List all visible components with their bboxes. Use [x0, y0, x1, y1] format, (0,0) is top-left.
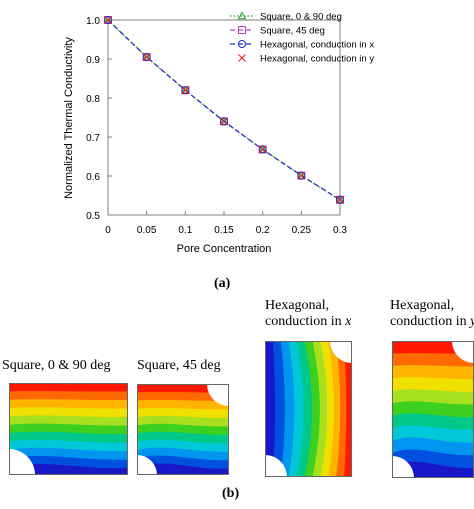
y-tick-label: 0.9 — [86, 55, 100, 66]
cell-title-line1: Hexagonal, — [390, 298, 455, 313]
series-3 — [104, 16, 344, 204]
data-point — [258, 145, 267, 154]
cell-border — [137, 384, 229, 475]
legend-marker — [238, 40, 246, 48]
x-tick-label: 0.25 — [292, 225, 312, 236]
data-point — [297, 171, 306, 180]
legend-label: Hexagonal, conduction in x — [260, 40, 374, 51]
cell-title-square-0-90: Square, 0 & 90 deg — [2, 358, 110, 374]
y-axis-label: Normalized Thermal Conductivity — [63, 37, 75, 199]
cell-title-square-45: Square, 45 deg — [137, 358, 221, 374]
data-point — [220, 117, 228, 126]
panel-label-b: (b) — [222, 486, 240, 501]
data-point — [336, 195, 344, 204]
cell-title-line2-text: conduction in — [265, 314, 346, 329]
cell-title-line1: Hexagonal, — [265, 298, 330, 313]
contour-band — [344, 341, 352, 477]
y-tick-label: 0.6 — [86, 172, 100, 183]
cell-title-line2-text: conduction in — [390, 314, 471, 329]
pore — [265, 455, 287, 477]
x-tick-label: 0.2 — [256, 225, 270, 236]
cell-border — [265, 341, 352, 477]
x-tick-label: 0.3 — [333, 225, 347, 236]
pore — [392, 456, 414, 478]
legend-marker — [238, 54, 246, 62]
contour-cell-square-0-90 — [9, 383, 128, 475]
cell-title-hex-y: Hexagonal, conduction in y — [390, 298, 474, 330]
legend-marker — [237, 11, 247, 20]
data-point — [181, 86, 190, 95]
contour-band — [9, 463, 128, 475]
legend-entry: Hexagonal, conduction in x — [230, 40, 374, 51]
cell-title-variable: y — [470, 314, 474, 329]
cell-title-line2: conduction in y — [390, 314, 474, 330]
cell-title-hex-x: Hexagonal, conduction in x — [265, 298, 351, 330]
y-tick-label: 0.8 — [86, 94, 100, 105]
contour-cell-hex-x — [265, 341, 352, 477]
data-point — [220, 117, 228, 126]
pore — [452, 341, 474, 363]
data-point — [180, 85, 190, 94]
x-tick-label: 0.05 — [137, 225, 157, 236]
cell-title-line1: Square, 0 & 90 deg — [2, 358, 111, 373]
data-point — [104, 16, 112, 24]
contour-band — [137, 463, 229, 475]
pore — [330, 341, 352, 363]
data-point — [219, 116, 229, 125]
pore — [137, 455, 157, 475]
data-point — [142, 52, 152, 61]
legend-label: Square, 45 deg — [260, 26, 325, 37]
data-point — [336, 195, 344, 204]
cell-border — [9, 383, 128, 475]
data-point — [296, 171, 306, 179]
legend-entry: Square, 45 deg — [230, 26, 325, 37]
data-point — [103, 15, 113, 24]
contour-cell-hex-y — [392, 341, 474, 478]
data-point — [104, 16, 112, 24]
data-point — [142, 53, 151, 62]
panel-label-a: (a) — [214, 276, 231, 291]
data-point — [335, 195, 345, 204]
legend-entry: Hexagonal, conduction in y — [238, 54, 374, 65]
legend-entry: Square, 0 & 90 deg — [230, 11, 342, 23]
cell-title-line2: conduction in x — [265, 314, 351, 330]
data-point — [181, 86, 190, 95]
pore — [207, 384, 229, 406]
data-point — [258, 144, 268, 153]
legend-marker — [238, 26, 246, 34]
cell-title-line1: Square, 45 deg — [137, 358, 221, 373]
contour-cell-square-45 — [137, 384, 229, 475]
x-tick-label: 0 — [105, 225, 111, 236]
legend-label: Hexagonal, conduction in y — [260, 54, 374, 65]
legend-label: Square, 0 & 90 deg — [260, 12, 342, 23]
y-tick-label: 0.5 — [86, 211, 100, 222]
cell-title-variable: x — [345, 314, 352, 329]
y-tick-label: 0.7 — [86, 133, 100, 144]
chart: 0 0.05 0.1 0.15 0.2 0.25 0.3 0.5 0.6 0.7 0.8 0.9 1.0… — [63, 11, 374, 255]
x-tick-label: 0.15 — [214, 225, 234, 236]
chart-legend: Square, 0 & 90 deg Square, 45 deg Hexagona… — [230, 11, 374, 65]
data-point — [258, 145, 267, 154]
data-point — [297, 171, 306, 180]
y-tick-label: 1.0 — [86, 16, 100, 27]
data-point — [142, 53, 151, 61]
pore — [9, 449, 35, 475]
x-axis-label: Pore Concentration — [177, 243, 272, 255]
x-tick-label: 0.1 — [178, 225, 192, 236]
chart-axes: 0 0.05 0.1 0.15 0.2 0.25 0.3 0.5 0.6 0.7 0.8 0.9 1.0 — [86, 16, 347, 236]
chart-series — [103, 15, 345, 204]
